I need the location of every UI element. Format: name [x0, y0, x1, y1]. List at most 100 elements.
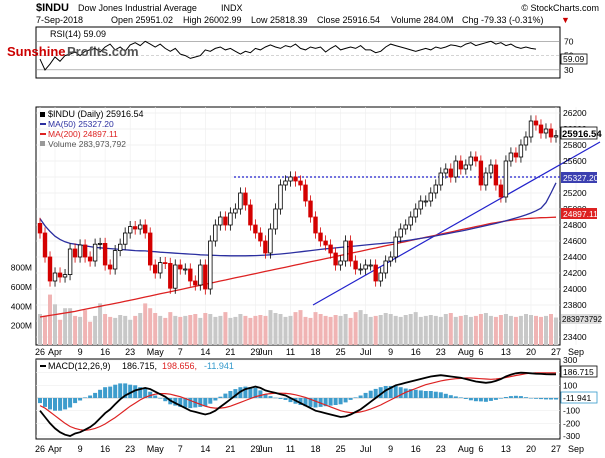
macd-histogram-bar	[48, 398, 52, 410]
macd-histogram-bar	[398, 387, 403, 398]
macd-label-name: MACD(12,26,9)	[48, 361, 111, 371]
macd-histogram-bar	[503, 397, 508, 398]
macd-histogram-bar	[393, 386, 398, 398]
macd-histogram-bar	[423, 391, 428, 398]
date-axis-label: 26	[35, 347, 45, 357]
volume-bar	[453, 316, 458, 345]
volume-tick-label: 800M	[11, 263, 32, 273]
price-candle	[203, 264, 208, 290]
macd-histogram-bar	[378, 387, 383, 398]
macd-histogram-bar	[53, 398, 57, 411]
volume-bar	[273, 313, 278, 345]
macd-histogram-bar	[318, 398, 323, 407]
macd-histogram-bar	[308, 398, 313, 407]
price-candle	[198, 264, 203, 286]
volume-bar	[413, 312, 418, 345]
price-candle	[57, 272, 63, 278]
macd-label-signal: 198.656,	[162, 361, 197, 371]
date-axis-label: 27	[551, 444, 561, 454]
rsi-line	[39, 40, 537, 71]
volume-bar	[298, 310, 303, 345]
date-axis-label: Sep	[568, 347, 584, 357]
rsi-last-value: 59.09	[563, 54, 585, 64]
macd-histogram-bar	[358, 395, 363, 398]
volume-bar	[383, 313, 388, 345]
macd-histogram-bar	[493, 398, 498, 400]
price-candle	[283, 180, 288, 186]
volume-bar	[83, 310, 88, 345]
volume-bar	[258, 315, 263, 345]
macd-histogram-bar	[78, 398, 83, 401]
volume-bar	[138, 313, 143, 345]
volume-bar	[473, 315, 478, 345]
date-axis-label: 14	[200, 347, 210, 357]
macd-tick-label: -300	[563, 431, 580, 441]
rsi-tick-label: 30	[564, 65, 574, 75]
price-candle	[188, 268, 193, 282]
date-axis-label: 21	[225, 347, 235, 357]
macd-histogram-bar	[544, 398, 548, 400]
ma50-legend-label: MA(50) 25327.20	[48, 119, 114, 129]
price-candle	[433, 184, 438, 194]
volume-bar	[338, 315, 343, 345]
macd-histogram-bar	[463, 398, 468, 399]
price-candle	[157, 262, 163, 274]
price-panel	[35, 106, 561, 346]
price-candle	[498, 184, 504, 198]
macd-histogram-bar	[388, 386, 393, 398]
support-trendline	[312, 141, 601, 306]
date-axis-label: May	[147, 444, 165, 454]
macd-histogram-bar	[373, 388, 378, 398]
price-tick-label: 24000	[563, 284, 587, 294]
macd-histogram-bar	[408, 389, 413, 398]
price-candle	[413, 208, 418, 218]
volume-bar	[73, 315, 78, 345]
macd-histogram-bar	[428, 391, 433, 398]
volume-bar	[393, 315, 398, 345]
volume-bar	[223, 312, 228, 345]
price-candle	[448, 168, 453, 178]
macd-line	[39, 371, 556, 437]
volume-bar	[98, 303, 103, 345]
macd-histogram-bar	[143, 388, 148, 398]
date-axis-label: 25	[336, 444, 346, 454]
macd-histogram-bar	[233, 389, 238, 398]
price-candle	[368, 264, 373, 267]
macd-histogram-bar	[368, 390, 373, 398]
volume-bar	[388, 314, 393, 345]
volume-bar	[213, 316, 218, 345]
volume-legend-label: Volume 283,973,792	[48, 139, 126, 149]
date-axis-label: Sep	[568, 444, 584, 454]
price-candle	[463, 164, 468, 170]
macd-histogram-bar	[448, 395, 453, 398]
volume-last-tag	[561, 314, 601, 324]
price-candle	[408, 216, 413, 226]
price-candle	[213, 224, 218, 242]
rsi-panel	[35, 26, 561, 79]
date-axis-label: 20	[526, 444, 536, 454]
volume-bar	[438, 316, 443, 345]
volume-bar	[188, 315, 193, 345]
change-down-marker: ▼	[561, 15, 570, 25]
macd-histogram-bar	[478, 398, 483, 402]
macd-histogram-bar	[253, 387, 258, 398]
macd-histogram-bar	[403, 388, 408, 398]
price-candle	[353, 260, 358, 270]
date-axis-label: 26	[35, 444, 45, 454]
volume-bar	[323, 315, 328, 345]
macd-histogram-bar	[128, 384, 133, 398]
macd-histogram-bar	[93, 392, 98, 398]
price-candle	[97, 242, 103, 245]
date-axis-label: 6	[478, 347, 483, 357]
volume-bar	[108, 316, 113, 345]
volume-bar	[153, 313, 158, 345]
date-axis-label: 7	[178, 347, 183, 357]
macd-histogram-bar	[213, 398, 218, 401]
macd-histogram-bar	[68, 398, 73, 408]
macd-histogram-bar	[313, 398, 318, 408]
volume-bar	[458, 315, 463, 345]
volume-bar	[218, 315, 223, 345]
price-candle	[82, 244, 88, 258]
date-axis-label: 29	[250, 444, 260, 454]
macd-legend: MACD(12,26,9) 186.715, 198.656, -11.941	[40, 361, 234, 371]
